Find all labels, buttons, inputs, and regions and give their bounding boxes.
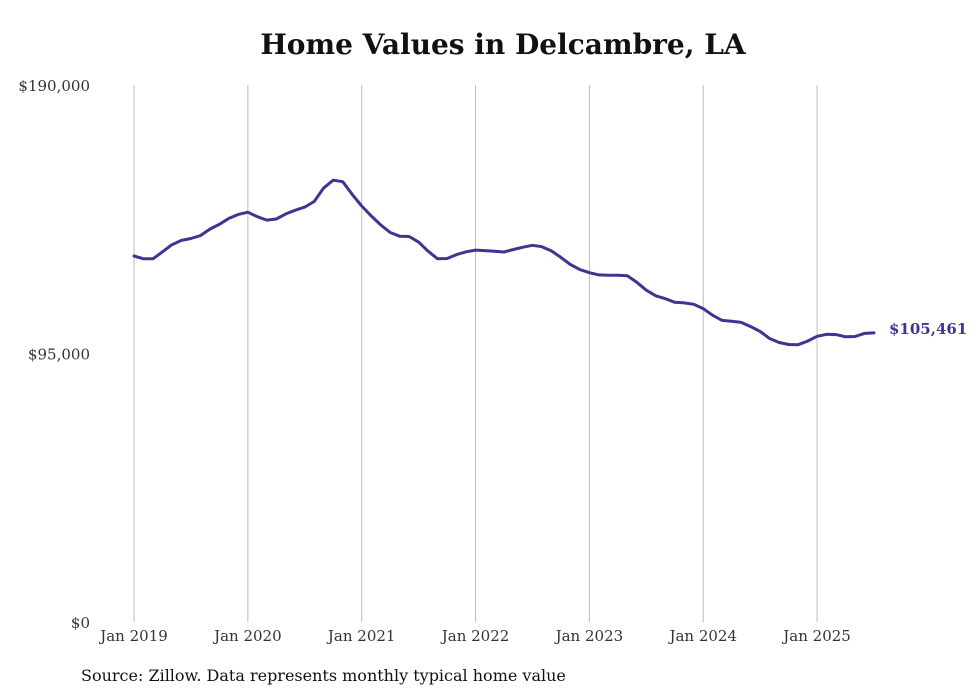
x-tick-label: Jan 2025: [781, 627, 851, 645]
x-tick-label: Jan 2019: [98, 627, 168, 645]
y-tick-label: $0: [71, 614, 90, 632]
x-tick-label: Jan 2021: [326, 627, 396, 645]
x-tick-label: Jan 2023: [554, 627, 624, 645]
y-tick-label: $95,000: [28, 346, 90, 364]
source-note: Source: Zillow. Data represents monthly …: [81, 666, 566, 685]
x-tick-label: Jan 2022: [440, 627, 510, 645]
series-line: [132, 178, 876, 347]
end-value-label: $105,461: [889, 320, 967, 338]
x-tick-label: Jan 2024: [667, 627, 737, 645]
y-tick-label: $190,000: [18, 77, 90, 95]
x-tick-label: Jan 2020: [212, 627, 282, 645]
chart-title: Home Values in Delcambre, LA: [260, 28, 746, 61]
